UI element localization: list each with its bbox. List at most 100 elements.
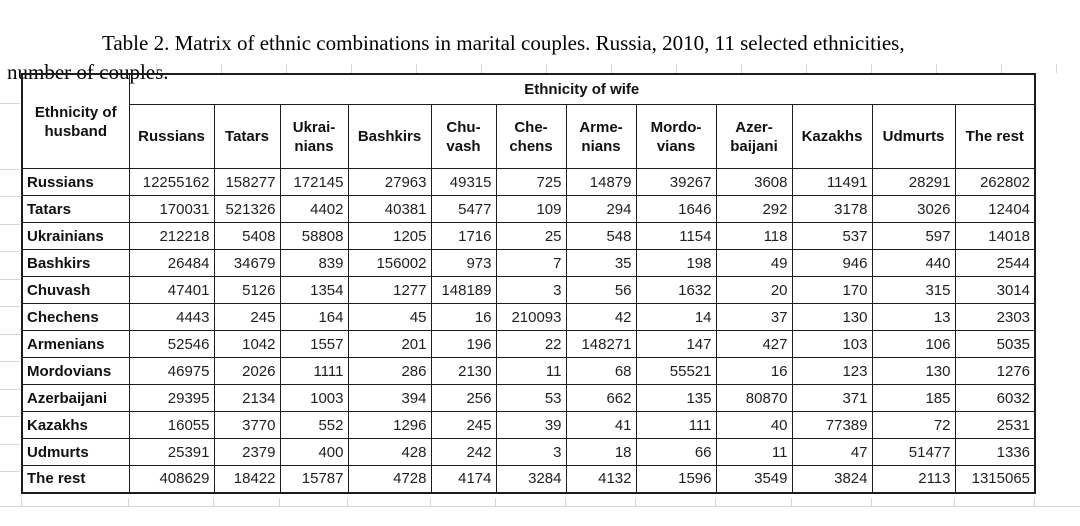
value-cell: 662 [565,384,637,412]
gridline-stub [0,306,20,307]
value-cell: 12255162 [128,168,215,196]
table-row: Kazakhs 16055 3770 552 1296 245 39 41 111 40 77389… [21,411,1036,439]
row-label: Russians [21,168,130,196]
column-header: Udmurts [871,104,956,169]
value-cell: 2026 [213,357,281,385]
gridline-stub [21,498,22,506]
gridline-stub [565,498,566,506]
caption-line-1: Table 2. Matrix of ethnic combinations i… [102,31,905,55]
value-cell: 973 [430,249,497,277]
value-cell: 1205 [347,222,432,250]
value-cell: 400 [279,438,349,466]
value-cell: 1716 [430,222,497,250]
value-cell: 147 [635,330,717,358]
value-cell: 45 [347,303,432,331]
row-label: Mordovians [21,357,130,385]
value-cell: 103 [791,330,873,358]
value-cell: 292 [715,195,793,223]
row-label: Azerbaijani [21,384,130,412]
gridline-stub [0,506,1080,507]
gridline-stub [871,498,872,506]
value-cell: 1276 [954,357,1036,385]
column-header: Azer- baijani [715,104,793,169]
gridline-stub [0,334,20,335]
value-cell: 2531 [954,411,1036,439]
value-cell: 49 [715,249,793,277]
value-cell: 148271 [565,330,637,358]
table-row: The rest 408629 18422 15787 4728 4174 3284 4132… [21,465,1036,493]
gridline-stub [635,498,636,506]
value-cell: 3770 [213,411,281,439]
gridline-stub [1034,498,1035,506]
value-cell: 56 [565,276,637,304]
column-header: The rest [954,104,1036,169]
value-cell: 1632 [635,276,717,304]
value-cell: 40 [715,411,793,439]
column-header: Che- chens [495,104,567,169]
value-cell: 26484 [128,249,215,277]
value-cell: 27963 [347,168,432,196]
value-cell: 11 [715,438,793,466]
gridline-stub [0,224,20,225]
table-row: Bashkirs 26484 34679 839 156002 973 7 35 198 49 94… [21,249,1036,277]
value-cell: 40381 [347,195,432,223]
matrix-body: Russians 12255162 158277 172145 27963 49315 72… [21,168,1036,493]
value-cell: 77389 [791,411,873,439]
value-cell: 29395 [128,384,215,412]
value-cell: 123 [791,357,873,385]
value-cell: 11 [495,357,567,385]
value-cell: 548 [565,222,637,250]
value-cell: 1296 [347,411,432,439]
value-cell: 1336 [954,438,1036,466]
value-cell: 315 [871,276,956,304]
value-cell: 597 [871,222,956,250]
value-cell: 286 [347,357,432,385]
value-cell: 1154 [635,222,717,250]
value-cell: 14 [635,303,717,331]
table-row: Chechens 4443 245 164 45 16 210093 42 14 37 130 13 2… [21,303,1036,331]
value-cell: 51477 [871,438,956,466]
value-cell: 245 [213,303,281,331]
value-cell: 15787 [279,465,349,493]
gridline-stub [213,498,214,506]
value-cell: 4443 [128,303,215,331]
value-cell: 111 [635,411,717,439]
value-cell: 58808 [279,222,349,250]
wife-header-cell: Ethnicity of wife [128,73,1036,105]
value-cell: 4402 [279,195,349,223]
value-cell: 16 [430,303,497,331]
value-cell: 4174 [430,465,497,493]
value-cell: 53 [495,384,567,412]
gridline-stub [0,361,20,362]
value-cell: 25 [495,222,567,250]
husband-header-cell: Ethnicity of husband [21,73,130,169]
value-cell: 14018 [954,222,1036,250]
value-cell: 5408 [213,222,281,250]
table-row: Udmurts 25391 2379 400 428 242 3 18 66 11 47 51477 1… [21,438,1036,466]
value-cell: 47401 [128,276,215,304]
gridline-stub [0,444,20,445]
value-cell: 5126 [213,276,281,304]
value-cell: 2303 [954,303,1036,331]
value-cell: 408629 [128,465,215,493]
gridline-stub [279,498,280,506]
table-row: Azerbaijani 29395 2134 1003 394 256 53 662 135 80… [21,384,1036,412]
value-cell: 35 [565,249,637,277]
value-cell: 118 [715,222,793,250]
gridline-stub [715,498,716,506]
value-cell: 11491 [791,168,873,196]
value-cell: 37 [715,303,793,331]
value-cell: 3178 [791,195,873,223]
value-cell: 148189 [430,276,497,304]
value-cell: 256 [430,384,497,412]
value-cell: 72 [871,411,956,439]
value-cell: 170 [791,276,873,304]
value-cell: 1354 [279,276,349,304]
column-header: Tatars [213,104,281,169]
value-cell: 47 [791,438,873,466]
value-cell: 3284 [495,465,567,493]
gridline-stub [0,196,20,197]
row-label: Kazakhs [21,411,130,439]
value-cell: 4132 [565,465,637,493]
value-cell: 3026 [871,195,956,223]
